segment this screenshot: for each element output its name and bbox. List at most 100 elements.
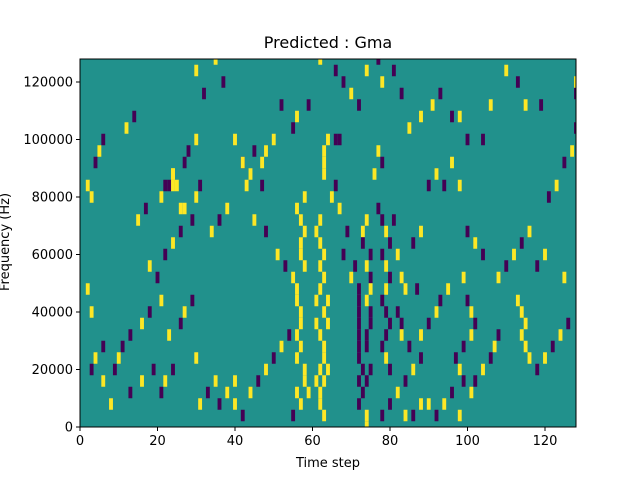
heatmap-cell <box>264 225 268 238</box>
heatmap-cell <box>399 317 404 330</box>
heatmap-cell <box>209 225 214 238</box>
heatmap-cell <box>419 398 423 410</box>
heatmap-cell <box>419 329 423 341</box>
heatmap-cell <box>221 76 226 88</box>
heatmap-cell <box>93 156 98 169</box>
heatmap-cell <box>341 248 346 261</box>
heatmap-cell <box>558 329 563 341</box>
heatmap-cell <box>403 409 408 422</box>
heatmap-cell <box>574 87 576 100</box>
heatmap-cell <box>182 156 187 169</box>
heatmap-cell <box>318 59 323 65</box>
heatmap-cell <box>322 375 327 387</box>
heatmap-cell <box>298 398 303 410</box>
heatmap-cell <box>368 283 373 295</box>
y-tick-label: 40000 <box>32 306 73 321</box>
heatmap-cell <box>233 375 237 387</box>
heatmap-cell <box>194 64 199 77</box>
heatmap-cell <box>465 294 470 307</box>
heatmap-cell <box>430 99 435 111</box>
heatmap-cell <box>380 294 385 307</box>
heatmap-cell <box>314 375 319 387</box>
heatmap-cell <box>349 87 354 100</box>
heatmap-cell <box>469 386 474 399</box>
heatmap-cell <box>159 294 164 307</box>
heatmap-cell <box>298 317 303 330</box>
heatmap-cell <box>574 76 576 88</box>
plot-frame <box>79 58 577 428</box>
heatmap-cell <box>252 145 257 157</box>
heatmap-cell <box>322 168 327 180</box>
heatmap-cell <box>217 398 222 410</box>
y-tick-label: 20000 <box>32 363 73 378</box>
heatmap-cell <box>302 375 307 387</box>
heatmap-cell <box>457 409 462 422</box>
heatmap-cell <box>384 352 389 364</box>
heatmap-cell <box>357 317 361 330</box>
heatmap-cell <box>364 329 369 341</box>
heatmap-cell <box>473 237 478 249</box>
heatmap-cell <box>275 248 280 261</box>
heatmap-cell <box>163 179 168 192</box>
heatmap-cell <box>178 225 183 238</box>
heatmap-cell <box>539 99 544 111</box>
heatmap-cell <box>376 145 381 157</box>
heatmap-cell <box>298 248 303 261</box>
heatmap-cell <box>167 329 172 341</box>
heatmap-cell <box>132 110 137 123</box>
heatmap-cell <box>287 329 292 341</box>
heatmap-cell <box>283 260 288 272</box>
heatmap-cell <box>318 214 323 226</box>
heatmap-cell <box>318 363 323 376</box>
heatmap-cell <box>357 294 361 307</box>
heatmap-cell <box>279 340 284 353</box>
heatmap-cell <box>244 179 249 192</box>
heatmap-cell <box>318 398 323 410</box>
heatmap-cell <box>271 352 276 364</box>
heatmap-cell <box>357 283 361 295</box>
heatmap-cell <box>469 329 474 341</box>
heatmap-cell <box>171 168 175 180</box>
heatmap-cell <box>380 340 385 353</box>
heatmap-cell <box>101 340 106 353</box>
heatmap-cell <box>407 340 412 353</box>
heatmap-cell <box>450 156 454 169</box>
heatmap-cell <box>473 317 478 330</box>
heatmap-cell <box>364 64 369 77</box>
heatmap-cell <box>527 352 532 364</box>
heatmap-cell <box>322 409 327 422</box>
heatmap-cell <box>562 271 567 284</box>
heatmap-cell <box>171 363 175 376</box>
heatmap-cell <box>333 64 338 77</box>
heatmap-cell <box>89 306 94 318</box>
heatmap-cell <box>357 375 361 387</box>
heatmap-cell <box>523 340 528 353</box>
heatmap-cell <box>496 271 501 284</box>
heatmap-cell <box>341 76 346 88</box>
heatmap-cell <box>488 99 493 111</box>
heatmap-cell <box>496 329 501 341</box>
x-tick-label: 60 <box>304 434 321 449</box>
heatmap-cell <box>426 317 431 330</box>
y-tick-label: 120000 <box>23 76 73 91</box>
heatmap-cell <box>302 191 307 203</box>
heatmap-cell <box>322 340 327 353</box>
heatmap-cell <box>333 179 338 192</box>
heatmap-cell <box>85 179 90 192</box>
heatmap-cell <box>128 386 133 399</box>
heatmap-cell <box>167 179 172 192</box>
heatmap-cell <box>515 294 520 307</box>
heatmap-cell <box>326 133 330 146</box>
heatmap-cell <box>329 191 334 203</box>
heatmap-cell <box>481 363 485 376</box>
heatmap-cells <box>85 59 576 427</box>
heatmap-cell <box>213 59 218 65</box>
heatmap-cell <box>174 179 179 192</box>
heatmap-cell <box>388 271 392 284</box>
heatmap-cell <box>411 363 416 376</box>
heatmap-cell <box>546 191 551 203</box>
heatmap-cell <box>360 386 365 399</box>
heatmap-cell <box>295 352 299 364</box>
heatmap-cell <box>380 156 385 169</box>
heatmap-cell <box>143 202 148 215</box>
